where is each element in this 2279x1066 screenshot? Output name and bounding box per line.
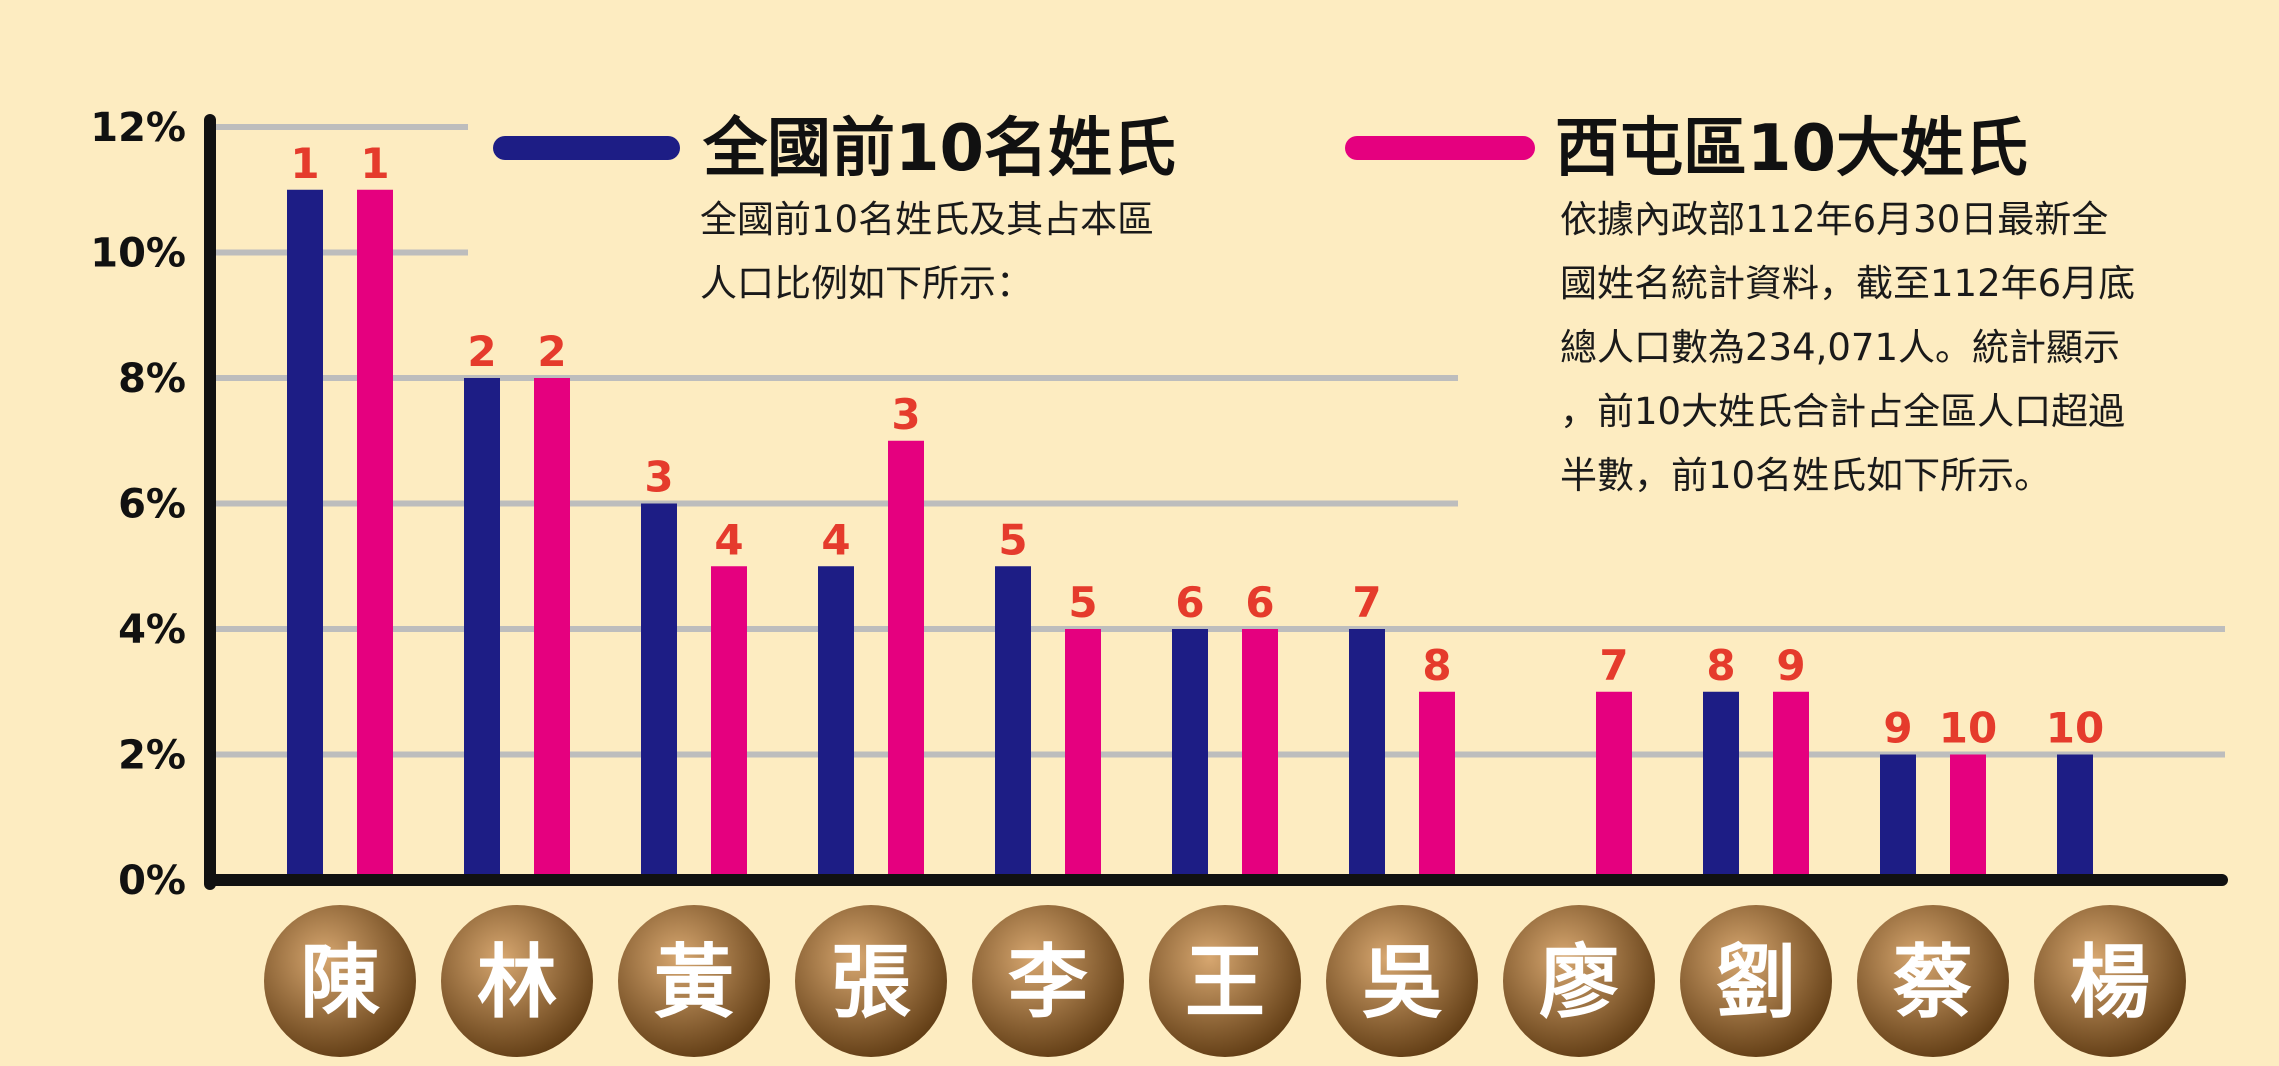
rank-label-national: 2 <box>467 327 496 376</box>
bar-national <box>1172 629 1208 876</box>
rank-label-local: 8 <box>1422 641 1451 690</box>
note-local-line: 半數，前10名姓氏如下所示。 <box>1560 454 2052 497</box>
rank-label-local: 3 <box>891 390 920 439</box>
y-tick-label: 2% <box>118 733 186 779</box>
rank-label-local: 7 <box>1599 641 1628 690</box>
rank-label-national: 4 <box>821 515 850 564</box>
bar-national <box>1880 754 1916 876</box>
bar-local <box>1596 691 1632 876</box>
bar-national <box>995 566 1031 876</box>
y-tick-label: 10% <box>90 231 186 277</box>
rank-label-local: 9 <box>1776 641 1805 690</box>
bar-national <box>1349 629 1385 876</box>
category-badge <box>1149 905 1301 1057</box>
category-badge <box>1503 905 1655 1057</box>
category-label: 李 <box>1008 936 1088 1029</box>
bar-national <box>818 566 854 876</box>
rank-label-national: 6 <box>1175 578 1204 627</box>
bar-national <box>464 378 500 876</box>
note-local: 依據內政部112年6月30日最新全 國姓名統計資料，截至112年6月底 總人口數… <box>1560 188 2250 508</box>
category-label: 陳 <box>300 936 380 1029</box>
rank-label-national: 5 <box>998 515 1027 564</box>
category-badge <box>2034 905 2186 1057</box>
category-badge <box>972 905 1124 1057</box>
rank-label-local: 10 <box>1939 704 1997 753</box>
note-national-line: 人口比例如下所示： <box>700 262 1033 305</box>
category-label: 吳 <box>1362 936 1443 1029</box>
bar-local <box>888 440 924 876</box>
y-tick-label: 12% <box>90 105 186 151</box>
bar-local <box>1065 629 1101 876</box>
bar-national <box>641 503 677 876</box>
rank-label-national: 9 <box>1883 704 1912 753</box>
category-label: 劉 <box>1716 936 1796 1029</box>
bar-local <box>534 378 570 876</box>
rank-label-local: 1 <box>360 139 389 188</box>
note-local-line: 依據內政部112年6月30日最新全 <box>1560 198 2109 241</box>
bar-local <box>1419 691 1455 876</box>
rank-label-local: 4 <box>714 515 743 564</box>
category-badge <box>1857 905 2009 1057</box>
rank-label-local: 5 <box>1068 578 1097 627</box>
y-tick-label: 4% <box>118 607 186 653</box>
category-badges: 陳林黃張李王吳廖劉蔡楊 <box>264 905 2186 1057</box>
rank-label-national: 10 <box>2046 704 2104 753</box>
rank-label-local: 2 <box>537 327 566 376</box>
legend-label-national: 全國前10名姓氏 <box>702 112 1176 186</box>
note-local-line: ，前10大姓氏合計占全區人口超過 <box>1560 390 2126 433</box>
rank-label-national: 3 <box>644 453 673 502</box>
bar-local <box>1950 754 1986 876</box>
category-label: 林 <box>477 936 557 1029</box>
bar-national <box>2057 754 2093 876</box>
category-label: 蔡 <box>1893 936 1973 1029</box>
y-tick-label: 8% <box>118 356 186 402</box>
category-badge <box>618 905 770 1057</box>
rank-label-local: 6 <box>1245 578 1274 627</box>
bar-national <box>287 189 323 876</box>
bar-local <box>357 189 393 876</box>
category-badge <box>1326 905 1478 1057</box>
y-tick-label: 6% <box>118 482 186 528</box>
category-badge <box>264 905 416 1057</box>
category-label: 張 <box>831 936 911 1029</box>
rank-label-national: 8 <box>1706 641 1735 690</box>
note-national: 全國前10名姓氏及其占本區 人口比例如下所示： <box>700 188 1260 316</box>
rank-label-national: 7 <box>1352 578 1381 627</box>
note-local-line: 總人口數為234,071人。統計顯示 <box>1560 326 2121 369</box>
category-badge <box>441 905 593 1057</box>
note-national-line: 全國前10名姓氏及其占本區 <box>700 198 1155 241</box>
category-label: 廖 <box>1539 936 1619 1029</box>
bar-local <box>711 566 747 876</box>
category-badge <box>795 905 947 1057</box>
category-label: 王 <box>1185 936 1265 1029</box>
note-local-line: 國姓名統計資料，截至112年6月底 <box>1560 262 2136 305</box>
y-tick-label: 0% <box>118 858 186 904</box>
bars <box>287 189 2093 876</box>
category-label: 黃 <box>654 936 734 1029</box>
bar-local <box>1242 629 1278 876</box>
bar-national <box>1703 691 1739 876</box>
bar-local <box>1773 691 1809 876</box>
legend-label-local: 西屯區10大姓氏 <box>1555 112 2028 186</box>
axes: 0% 2% 4% 6% 8% 10% 12% <box>90 105 2228 904</box>
legend: 全國前10名姓氏 西屯區10大姓氏 <box>493 112 2028 186</box>
category-label: 楊 <box>2070 936 2150 1029</box>
rank-label-national: 1 <box>290 139 319 188</box>
category-badge <box>1680 905 1832 1057</box>
